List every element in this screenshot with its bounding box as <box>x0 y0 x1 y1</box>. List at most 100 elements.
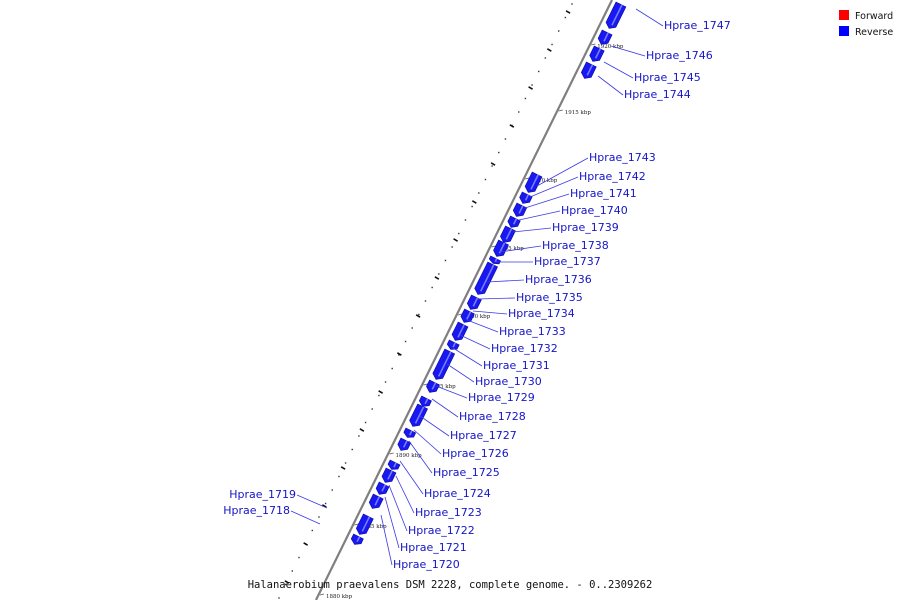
gene-arrow[interactable] <box>426 379 440 393</box>
gene-label[interactable]: Hprae_1732 <box>491 342 558 355</box>
gene-label[interactable]: Hprae_1742 <box>579 170 646 183</box>
gene-label-line <box>408 440 433 474</box>
gene-arrow[interactable] <box>397 437 412 451</box>
gene-label[interactable]: Hprae_1736 <box>525 273 592 286</box>
gene-arrow[interactable] <box>466 294 482 310</box>
gene-arrow[interactable] <box>500 225 516 243</box>
kbp-label: 1905 kbp <box>498 246 525 252</box>
kbp-tick <box>525 177 530 180</box>
gene-label[interactable]: Hprae_1734 <box>508 307 575 320</box>
gene-label-line <box>524 193 570 209</box>
gene-arrow[interactable] <box>403 427 417 438</box>
gene-label[interactable]: Hprae_1722 <box>408 524 475 537</box>
gene-label[interactable]: Hprae_1738 <box>542 239 609 252</box>
gene-label[interactable]: Hprae_1745 <box>634 71 701 84</box>
gene-arrow[interactable] <box>387 459 401 470</box>
gene-arrow-highlight <box>466 311 472 320</box>
gene-label-line <box>419 415 450 437</box>
kbp-tick <box>558 109 563 112</box>
gene-label[interactable]: Hprae_1727 <box>450 429 517 442</box>
gene-label-line <box>477 297 516 300</box>
gene-arrow[interactable] <box>409 403 429 427</box>
gene-arrow-highlight <box>424 398 429 405</box>
gene-label[interactable]: Hprae_1735 <box>516 291 583 304</box>
gene-arrow[interactable] <box>580 61 597 79</box>
gene-arrow-highlight <box>479 264 495 292</box>
backbone-layer <box>315 0 613 600</box>
scale-major-tick <box>490 162 496 166</box>
gene-arrow[interactable] <box>507 215 521 228</box>
scale-major-tick <box>378 390 384 394</box>
legend-reverse-label: Reverse <box>855 27 893 38</box>
gene-arrow[interactable] <box>355 513 374 535</box>
gene-arrow[interactable] <box>446 339 460 350</box>
gene-arrow[interactable] <box>432 348 456 380</box>
gene-arrow[interactable] <box>524 171 543 193</box>
gene-arrow[interactable] <box>418 395 432 407</box>
gene-label[interactable]: Hprae_1725 <box>433 466 500 479</box>
gene-arrow[interactable] <box>519 191 533 204</box>
gene-label[interactable]: Hprae_1737 <box>534 255 601 268</box>
scale-dot <box>524 97 527 100</box>
scale-dot <box>411 327 413 329</box>
genome-caption: Halanaerobium praevalens DSM 2228, compl… <box>248 579 653 591</box>
gene-label[interactable]: Hprae_1719 <box>229 488 296 501</box>
gene-arrow[interactable] <box>381 467 397 483</box>
gene-label[interactable]: Hprae_1746 <box>646 49 713 62</box>
gene-label[interactable]: Hprae_1733 <box>499 325 566 338</box>
gene-label-line <box>499 245 542 253</box>
gene-arrow[interactable] <box>474 261 499 295</box>
scale-dot <box>464 219 467 221</box>
gene-label[interactable]: Hprae_1744 <box>624 88 691 101</box>
gene-arrow[interactable] <box>368 493 384 509</box>
scale-dot <box>378 394 380 397</box>
scale-dot <box>544 57 547 59</box>
kbp-label: 1900 kbp <box>464 314 491 320</box>
gene-arrow[interactable] <box>350 533 364 545</box>
gene-arrow-highlight <box>505 228 513 240</box>
gene-label[interactable]: Hprae_1728 <box>459 410 526 423</box>
gene-arrow-highlight <box>611 4 623 26</box>
gene-label[interactable]: Hprae_1718 <box>223 504 290 517</box>
scale-dot <box>351 448 353 451</box>
gene-label[interactable]: Hprae_1740 <box>561 204 628 217</box>
gene-label[interactable]: Hprae_1724 <box>424 487 491 500</box>
scale-dot <box>318 516 320 518</box>
gene-label[interactable]: Hprae_1730 <box>475 375 542 388</box>
kbp-label: 1915 kbp <box>565 110 592 116</box>
gene-label-line <box>413 429 442 455</box>
gene-label-line <box>472 310 508 315</box>
gene-label[interactable]: Hprae_1731 <box>483 359 550 372</box>
scale-dot <box>478 192 480 194</box>
gene-label[interactable]: Hprae_1720 <box>393 558 460 571</box>
gene-label-line <box>635 8 664 27</box>
gene-arrow[interactable] <box>512 202 528 217</box>
gene-arrow[interactable] <box>375 481 390 495</box>
gene-label[interactable]: Hprae_1743 <box>589 151 656 164</box>
gene-arrow[interactable] <box>488 255 502 265</box>
gene-label[interactable]: Hprae_1723 <box>415 506 482 519</box>
scale-major-tick <box>471 200 477 204</box>
gene-label-line <box>466 319 499 333</box>
gene-label[interactable]: Hprae_1729 <box>468 391 535 404</box>
gene-label[interactable]: Hprae_1747 <box>664 19 731 32</box>
gene-label[interactable]: Hprae_1741 <box>570 187 637 200</box>
gene-label-line <box>388 484 408 532</box>
gene-arrow-highlight <box>603 32 609 42</box>
gene-arrow-highlight <box>402 440 408 448</box>
gene-arrow[interactable] <box>597 29 613 45</box>
legend: Forward Reverse <box>839 10 893 38</box>
kbp-tick <box>458 313 463 316</box>
gene-label[interactable]: Hprae_1721 <box>400 541 467 554</box>
kbp-tick <box>319 593 325 596</box>
scale-major-tick <box>565 10 571 14</box>
gene-label-line <box>446 363 475 383</box>
legend-forward-label: Forward <box>855 11 893 22</box>
gene-arrow[interactable] <box>493 239 509 257</box>
gene-label-line <box>296 494 328 509</box>
gene-label[interactable]: Hprae_1739 <box>552 221 619 234</box>
gene-label[interactable]: Hprae_1726 <box>442 447 509 460</box>
gene-arrow-highlight <box>472 297 479 307</box>
scale-major-tick <box>434 276 440 280</box>
